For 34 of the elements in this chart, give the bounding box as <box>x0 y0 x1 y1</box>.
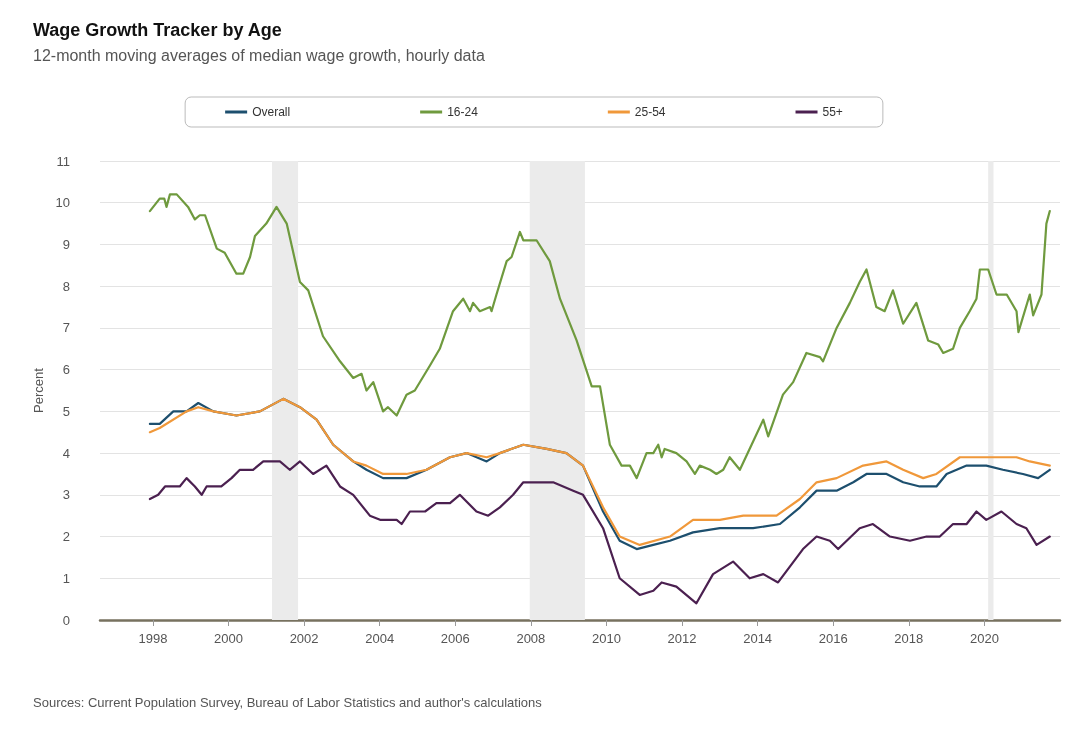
x-tick-label: 2010 <box>592 631 621 646</box>
x-tick-label: 2006 <box>440 631 470 646</box>
y-tick-label: 11 <box>56 153 70 169</box>
x-tick-label: 2020 <box>969 631 999 646</box>
legend-label: 25-54 <box>634 105 666 119</box>
y-tick-label: 2 <box>62 529 70 545</box>
y-tick-label: 3 <box>62 487 70 503</box>
x-tick-label: 2000 <box>214 631 243 646</box>
x-tick-label: 2016 <box>818 631 848 646</box>
x-tick-label: 2002 <box>289 631 319 646</box>
legend-label: 55+ <box>822 105 843 119</box>
source-note: Sources: Current Population Survey, Bureau of Labor Statistics and author's calculations <box>33 695 543 710</box>
y-tick-label: 8 <box>62 278 70 294</box>
line-series <box>148 193 1051 480</box>
chart-title: Wage Growth Tracker by Age <box>33 20 282 40</box>
y-tick-label: 10 <box>55 195 70 211</box>
y-tick-label: 1 <box>62 570 70 586</box>
x-tick-label: 2018 <box>894 631 924 646</box>
chart-subtitle: 12-month moving averages of median wage growth, hourly data <box>33 46 485 64</box>
x-tick-label: 2012 <box>667 631 697 646</box>
y-tick-label: 0 <box>62 612 70 628</box>
y-tick-label: 4 <box>62 445 70 461</box>
x-tick-label: 2008 <box>516 631 546 646</box>
legend-label: Overall <box>252 105 291 119</box>
y-axis-title: Percent <box>30 367 46 413</box>
x-tick-label: 2004 <box>365 631 395 646</box>
y-tick-label: 7 <box>62 320 70 336</box>
legend-label: 16-24 <box>447 105 479 119</box>
y-tick-label: 5 <box>62 403 70 419</box>
y-tick-label: 6 <box>62 362 70 378</box>
x-tick-label: 2014 <box>743 631 773 646</box>
line-series <box>148 460 1051 605</box>
x-tick-label: 1998 <box>138 631 168 646</box>
y-tick-label: 9 <box>62 236 70 252</box>
